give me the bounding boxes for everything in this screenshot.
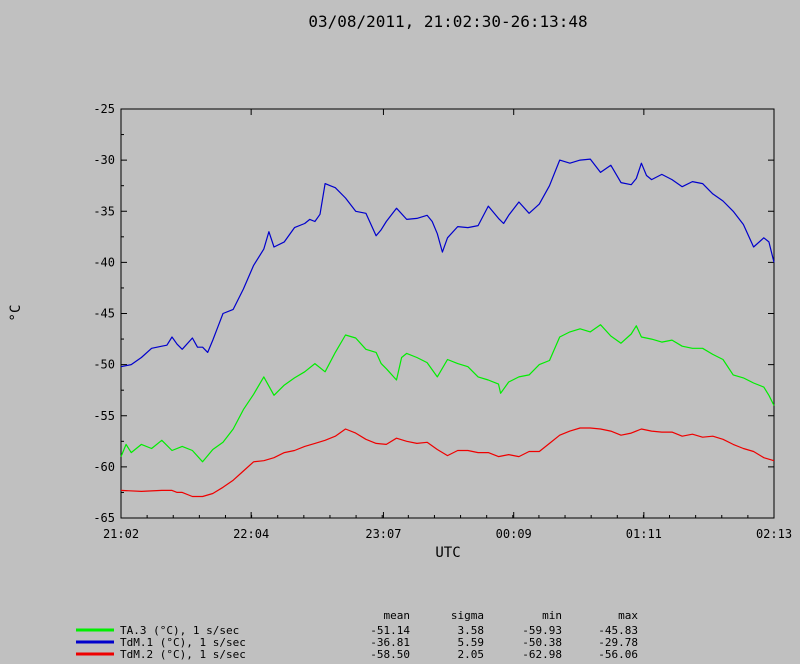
x-axis-label: UTC xyxy=(435,545,460,561)
y-tick-label: -30 xyxy=(93,153,115,167)
stats-header: min xyxy=(542,609,562,622)
y-tick-label: -45 xyxy=(93,307,115,321)
x-tick-label: 00:09 xyxy=(496,527,532,541)
series-line-2 xyxy=(120,427,775,498)
stats-value: -29.78 xyxy=(598,636,638,649)
series-line-0 xyxy=(120,324,775,463)
x-tick-label: 01:11 xyxy=(626,527,662,541)
stats-value: -59.93 xyxy=(522,624,562,637)
stats-header: sigma xyxy=(451,609,484,622)
series-line-1 xyxy=(120,158,775,368)
stats-value: -62.98 xyxy=(522,648,562,661)
legend-label: TdM.2 (°C), 1 s/sec xyxy=(120,648,246,661)
stats-value: -36.81 xyxy=(370,636,410,649)
y-tick-label: -65 xyxy=(93,511,115,525)
stats-value: -50.38 xyxy=(522,636,562,649)
y-tick-label: -60 xyxy=(93,460,115,474)
stats-value: 5.59 xyxy=(458,636,485,649)
stats-value: 2.05 xyxy=(458,648,485,661)
y-tick-label: -25 xyxy=(93,102,115,116)
stats-header: mean xyxy=(384,609,411,622)
stats-header: max xyxy=(618,609,638,622)
legend-label: TA.3 (°C), 1 s/sec xyxy=(120,624,239,637)
x-axis: 21:02 22:04 23:07 00:09 01:11 02:13 xyxy=(103,109,792,541)
y-tick-label: -55 xyxy=(93,409,115,423)
stats-value: -56.06 xyxy=(598,648,638,661)
x-tick-label: 02:13 xyxy=(756,527,792,541)
x-tick-label: 22:04 xyxy=(233,527,269,541)
y-tick-label: -35 xyxy=(93,204,115,218)
x-tick-label: 21:02 xyxy=(103,527,139,541)
stats-value: -45.83 xyxy=(598,624,638,637)
stats-value: -51.14 xyxy=(370,624,410,637)
y-tick-label: -40 xyxy=(93,255,115,269)
y-axis-label: °C xyxy=(8,305,24,322)
legend-label: TdM.1 (°C), 1 s/sec xyxy=(120,636,246,649)
plot-area xyxy=(120,108,775,519)
stats-legend-table: mean sigma min max TA.3 (°C), 1 s/sec -51.14 3… xyxy=(76,609,638,661)
x-tick-label: 23:07 xyxy=(365,527,401,541)
chart-title: 03/08/2011, 21:02:30-26:13:48 xyxy=(308,12,587,31)
y-axis: -25 -30 -35 -40 -45 -50 -55 -60 -65 xyxy=(93,102,774,525)
stats-value: -58.50 xyxy=(370,648,410,661)
stats-value: 3.58 xyxy=(458,624,485,637)
y-tick-label: -50 xyxy=(93,358,115,372)
series-lines xyxy=(120,158,775,498)
